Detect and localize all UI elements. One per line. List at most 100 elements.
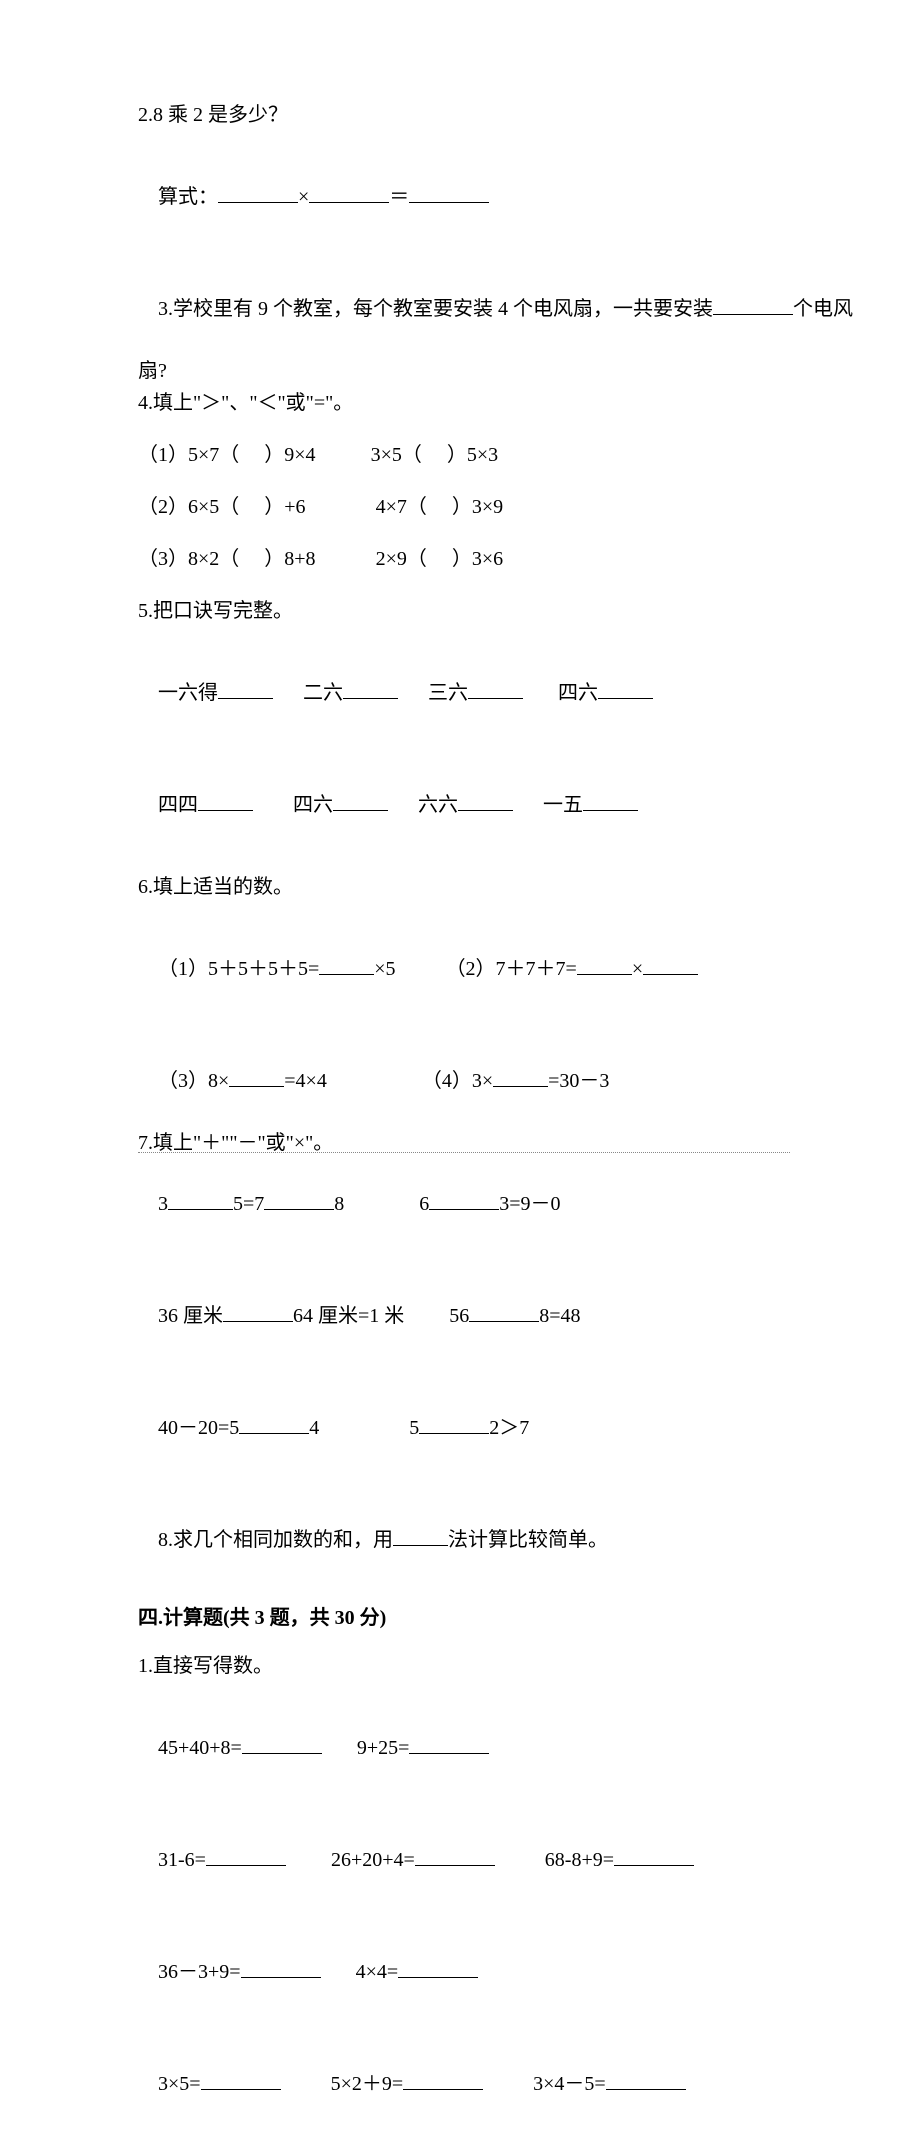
q5-a3: 三六 xyxy=(428,682,468,704)
c1-blank-r3a xyxy=(241,1957,321,1978)
q4-r1a: （1）5×7（ ）9×4 xyxy=(138,444,316,466)
q5-a1: 一六得 xyxy=(158,682,218,704)
q6-blank-r2b xyxy=(493,1066,548,1087)
q6-blank-r1b1 xyxy=(577,954,632,975)
q5-row2: 四四 四六 六六 一五 xyxy=(138,760,790,850)
c1-r3b: 4×4= xyxy=(356,1961,399,1983)
q7-blank-r2a xyxy=(223,1301,293,1322)
q6-blank-r1a xyxy=(319,954,374,975)
q4-r2b: 4×7（ ）3×9 xyxy=(376,496,504,518)
q7-r2a-1: 36 厘米 xyxy=(158,1305,223,1327)
q7-r1b-2: 3=9－0 xyxy=(499,1193,560,1215)
c1-r3a: 36－3+9= xyxy=(158,1961,241,1983)
q3-line1: 3.学校里有 9 个教室，每个教室要安装 4 个电风扇，一共要安装个电风 xyxy=(138,264,790,354)
c1-blank-r4c xyxy=(606,2069,686,2090)
c1-r2c: 68-8+9= xyxy=(545,1849,614,1871)
q7-r1b-1: 6 xyxy=(419,1193,429,1215)
c1-row3: 36－3+9= 4×4= xyxy=(138,1927,790,2017)
c1-r4c: 3×4－5= xyxy=(533,2073,606,2095)
q6-r1a-post: ×5 xyxy=(374,958,395,980)
q3-blank xyxy=(713,294,793,315)
q7-r1a-3: 8 xyxy=(334,1193,344,1215)
q7-blank-r1a2 xyxy=(264,1189,334,1210)
c1-blank-r4b xyxy=(403,2069,483,2090)
q2-blank1 xyxy=(218,182,298,203)
q3-text1: 3.学校里有 9 个教室，每个教室要安装 4 个电风扇，一共要安装 xyxy=(158,298,713,320)
q4-row3: （3）8×2（ ）8+8 2×9（ ）3×6 xyxy=(138,544,790,574)
q5-blank-b3 xyxy=(458,790,513,811)
q6-blank-r2a xyxy=(229,1066,284,1087)
c1-blank-r2b xyxy=(415,1845,495,1866)
q4-r1b: 3×5（ ）5×3 xyxy=(371,444,499,466)
q7-title: 7.填上"＋""－"或"×"。 xyxy=(138,1128,790,1158)
q6-r2a-post: =4×4 xyxy=(284,1070,327,1092)
q5-b4: 一五 xyxy=(543,794,583,816)
q7-row3: 40－20=54 52＞7 xyxy=(138,1383,790,1473)
c1-r1a: 45+40+8= xyxy=(158,1737,242,1759)
q4-r3b: 2×9（ ）3×6 xyxy=(376,548,504,570)
q2-blank3 xyxy=(409,182,489,203)
q7-r1a-1: 3 xyxy=(158,1193,168,1215)
c1-blank-r2a xyxy=(206,1845,286,1866)
q5-blank-b4 xyxy=(583,790,638,811)
q5-blank-a2 xyxy=(343,678,398,699)
q2-blank2 xyxy=(309,182,389,203)
q4-title: 4.填上"＞"、"＜"或"="。 xyxy=(138,388,790,418)
q6-blank-r1b2 xyxy=(643,954,698,975)
c1-blank-r4a xyxy=(201,2069,281,2090)
c1-title: 1.直接写得数。 xyxy=(138,1651,790,1681)
c1-blank-r3b xyxy=(398,1957,478,1978)
q7-r1a-2: 5=7 xyxy=(233,1193,264,1215)
q8-post: 法计算比较简单。 xyxy=(448,1529,608,1551)
q6-r1b-mid: × xyxy=(632,958,643,980)
q5-blank-a3 xyxy=(468,678,523,699)
q6-row2: （3）8× =4×4 （4）3× =30－3 xyxy=(138,1036,790,1126)
q7-row1: 3 5=7 8 6 3=9－0 xyxy=(138,1159,790,1249)
q7-row2: 36 厘米64 厘米=1 米 568=48 xyxy=(138,1271,790,1361)
q5-blank-a1 xyxy=(218,678,273,699)
q6-r2b-post: =30－3 xyxy=(548,1070,609,1092)
q3-text2: 个电风 xyxy=(793,298,853,320)
q5-blank-a4 xyxy=(598,678,653,699)
c1-r1b: 9+25= xyxy=(357,1737,410,1759)
q8-line: 8.求几个相同加数的和，用 法计算比较简单。 xyxy=(138,1495,790,1585)
q7-blank-r1b xyxy=(429,1189,499,1210)
q6-r2a-pre: （3）8× xyxy=(158,1070,229,1092)
q5-title: 5.把口诀写完整。 xyxy=(138,596,790,626)
q7-r2b-1: 56 xyxy=(449,1305,469,1327)
q5-blank-b1 xyxy=(198,790,253,811)
q2-expression: 算式：×＝ xyxy=(138,152,790,242)
c1-blank-r1b xyxy=(409,1733,489,1754)
q7-blank-r3a xyxy=(239,1413,309,1434)
q2-op2: ＝ xyxy=(389,186,409,208)
q7-blank-r1a1 xyxy=(168,1189,233,1210)
q7-r2b-2: 8=48 xyxy=(539,1305,580,1327)
c1-r2a: 31-6= xyxy=(158,1849,206,1871)
q5-b3: 六六 xyxy=(418,794,458,816)
c1-row1: 45+40+8= 9+25= xyxy=(138,1703,790,1793)
q7-r3a-1: 40－20=5 xyxy=(158,1417,239,1439)
q2-title: 2.8 乘 2 是多少？ xyxy=(138,100,790,130)
q8-blank xyxy=(393,1525,448,1546)
q7-r3b-1: 5 xyxy=(409,1417,419,1439)
q5-b2: 四六 xyxy=(293,794,333,816)
q5-b1: 四四 xyxy=(158,794,198,816)
page-content: 2.8 乘 2 是多少？ 算式：×＝ 3.学校里有 9 个教室，每个教室要安装 … xyxy=(0,0,920,2129)
q5-blank-b2 xyxy=(333,790,388,811)
q6-title: 6.填上适当的数。 xyxy=(138,872,790,902)
c1-blank-r2c xyxy=(614,1845,694,1866)
q7-r3a-2: 4 xyxy=(309,1417,319,1439)
c1-r4b: 5×2＋9= xyxy=(331,2073,404,2095)
c1-blank-r1a xyxy=(242,1733,322,1754)
q8-pre: 8.求几个相同加数的和，用 xyxy=(158,1529,393,1551)
q5-a4: 四六 xyxy=(558,682,598,704)
q7-blank-r3b xyxy=(419,1413,489,1434)
q4-r3a: （3）8×2（ ）8+8 xyxy=(138,548,316,570)
c1-row2: 31-6= 26+20+4= 68-8+9= xyxy=(138,1815,790,1905)
c1-row4: 3×5= 5×2＋9= 3×4－5= xyxy=(138,2039,790,2129)
q6-r2b-pre: （4）3× xyxy=(422,1070,493,1092)
q3-line2: 扇? xyxy=(138,356,790,386)
q2-label: 算式： xyxy=(158,186,218,208)
q6-row1: （1）5＋5＋5＋5=×5 （2）7＋7＋7=× xyxy=(138,924,790,1014)
q7-blank-r2b xyxy=(469,1301,539,1322)
